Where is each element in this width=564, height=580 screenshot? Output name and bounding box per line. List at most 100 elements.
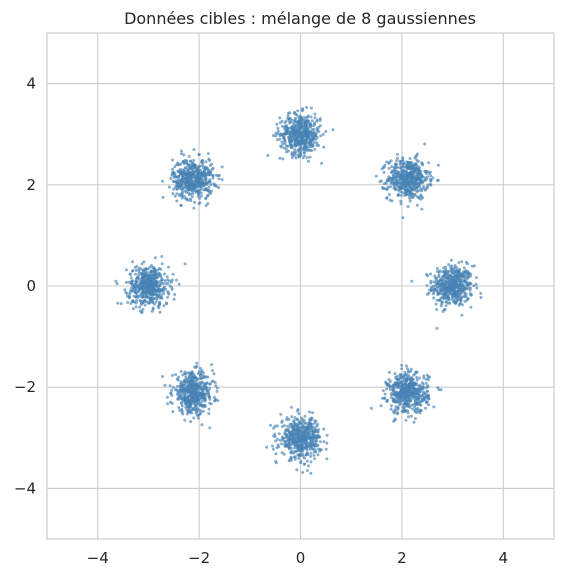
data-point: [435, 298, 439, 302]
data-point: [306, 119, 310, 123]
data-point: [314, 450, 318, 454]
data-point: [422, 374, 426, 378]
data-point: [143, 303, 147, 307]
data-point: [408, 386, 412, 390]
data-point: [206, 194, 209, 198]
data-point: [154, 300, 158, 304]
data-point: [206, 152, 210, 155]
data-point: [206, 392, 210, 396]
data-point: [430, 286, 434, 290]
data-point: [408, 191, 412, 195]
data-point: [190, 180, 194, 184]
data-point: [181, 160, 185, 164]
data-point: [140, 291, 144, 295]
data-point: [176, 384, 179, 388]
data-point: [419, 387, 423, 391]
data-point: [411, 195, 415, 199]
data-point: [408, 405, 412, 409]
data-point: [204, 197, 208, 201]
data-point: [208, 401, 212, 405]
data-point: [154, 272, 158, 276]
data-point: [188, 197, 192, 201]
data-point: [386, 398, 389, 402]
data-point: [190, 376, 194, 380]
data-point: [285, 150, 288, 154]
data-point: [266, 154, 270, 157]
data-point: [307, 145, 311, 149]
data-point: [127, 296, 131, 300]
data-point: [421, 196, 424, 200]
data-point: [299, 461, 303, 465]
data-point: [189, 393, 193, 397]
data-point: [307, 445, 311, 449]
data-point: [287, 117, 291, 121]
data-point: [456, 276, 460, 280]
data-point: [195, 413, 199, 417]
data-point: [304, 445, 308, 449]
data-point: [439, 304, 443, 308]
data-point: [447, 278, 451, 282]
data-point: [416, 403, 420, 407]
data-point: [447, 269, 451, 273]
data-point: [170, 285, 173, 289]
data-point: [175, 278, 178, 282]
data-point: [140, 310, 144, 314]
data-point: [406, 415, 410, 419]
data-point: [410, 181, 414, 185]
data-point: [396, 193, 400, 197]
data-point: [290, 138, 294, 142]
data-point: [153, 256, 157, 260]
data-point: [161, 179, 165, 183]
data-point: [309, 471, 313, 475]
data-point: [404, 170, 408, 174]
data-point: [452, 293, 456, 297]
data-point: [158, 302, 162, 305]
data-point: [399, 202, 403, 206]
data-point: [166, 290, 170, 294]
data-point: [462, 290, 466, 294]
data-point: [416, 398, 420, 402]
data-point: [429, 183, 433, 187]
data-point: [214, 384, 218, 388]
data-point: [444, 272, 448, 276]
data-point: [448, 301, 452, 305]
data-point: [133, 300, 137, 304]
y-tick-label: 4: [26, 75, 36, 93]
data-point: [401, 162, 405, 166]
data-point: [153, 269, 157, 273]
data-point: [308, 148, 312, 152]
data-point: [171, 385, 175, 389]
data-point: [304, 116, 308, 119]
data-point: [316, 453, 320, 457]
data-point: [287, 431, 291, 435]
data-point: [201, 395, 205, 399]
data-point: [391, 398, 395, 402]
data-point: [184, 400, 188, 404]
data-point: [407, 390, 411, 394]
data-point: [132, 283, 136, 287]
data-point: [193, 166, 197, 170]
data-point: [393, 188, 397, 192]
data-point: [293, 142, 297, 146]
data-point: [424, 170, 428, 174]
data-point: [401, 159, 405, 163]
data-point: [404, 384, 408, 388]
data-point: [408, 199, 412, 203]
data-point: [289, 451, 293, 455]
data-point: [204, 204, 208, 207]
data-point: [204, 375, 208, 379]
data-point: [274, 134, 278, 138]
data-point: [179, 389, 182, 393]
data-point: [199, 372, 203, 376]
data-point: [144, 277, 148, 281]
data-point: [274, 461, 278, 465]
data-point: [215, 389, 219, 393]
data-point: [194, 404, 198, 408]
data-point: [292, 420, 296, 423]
data-point: [307, 159, 310, 163]
data-point: [285, 418, 289, 422]
data-point: [406, 403, 410, 407]
data-point: [197, 153, 201, 156]
data-point: [116, 301, 120, 305]
data-point: [275, 424, 279, 428]
